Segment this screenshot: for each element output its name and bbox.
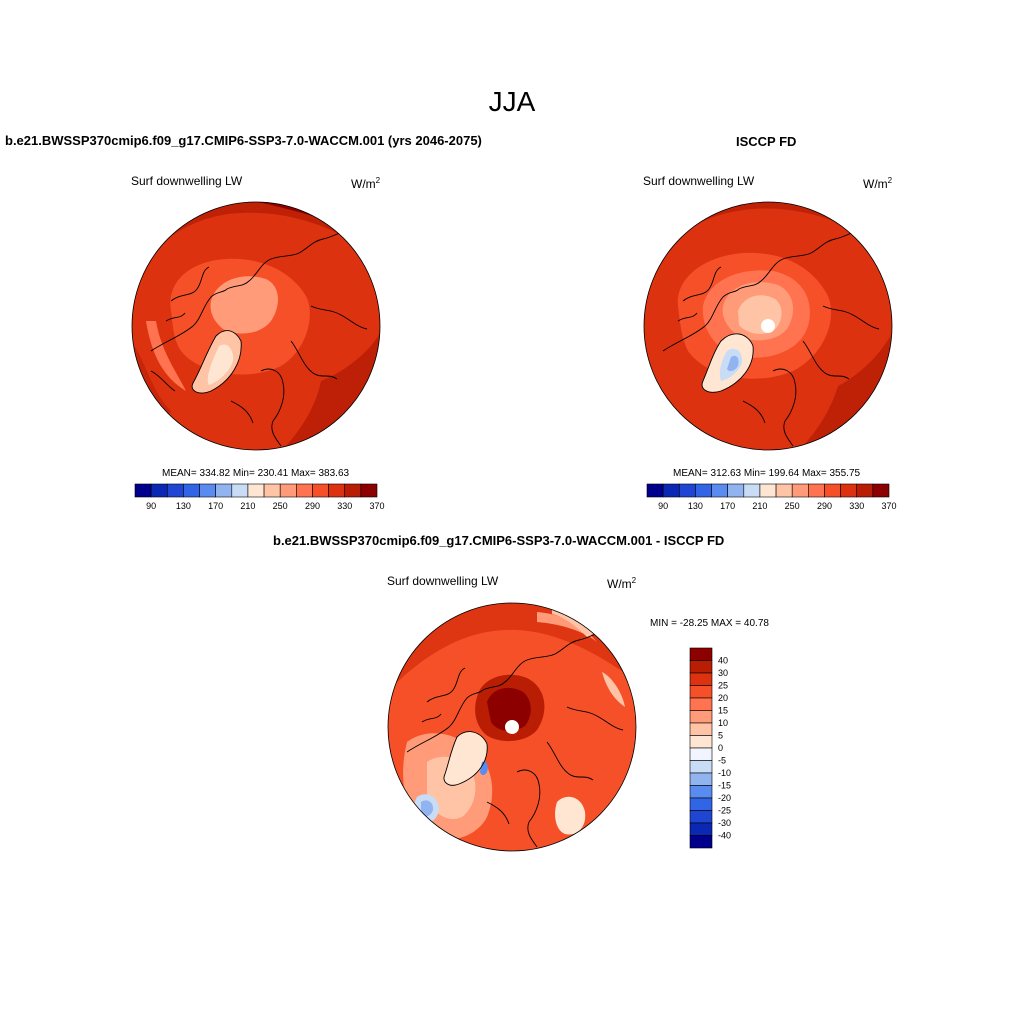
model-colorbar-box xyxy=(231,483,249,498)
diff-colorbar-tick-label: -5 xyxy=(718,756,726,766)
diff-colorbar-box xyxy=(689,785,713,799)
diff-colorbar-box xyxy=(689,672,713,686)
obs-colorbar-box xyxy=(759,483,777,498)
diff-colorbar-tick-label: -15 xyxy=(718,781,731,791)
model-panel-title: b.e21.BWSSP370cmip6.f09_g17.CMIP6-SSP3-7… xyxy=(5,133,482,148)
diff-colorbar-tick-label: 10 xyxy=(718,718,728,728)
diff-colorbar-box xyxy=(689,647,713,661)
obs-colorbar-box xyxy=(678,483,696,498)
diff-colorbar-box xyxy=(689,685,713,699)
diff-colorbar-box xyxy=(689,660,713,674)
model-colorbar-box xyxy=(263,483,281,498)
diff-panel-title: b.e21.BWSSP370cmip6.f09_g17.CMIP6-SSP3-7… xyxy=(273,533,725,548)
obs-stats-text: MEAN= 312.63 Min= 199.64 Max= 355.75 xyxy=(673,468,861,479)
model-colorbar-box xyxy=(166,483,184,498)
model-colorbar-tick-label: 250 xyxy=(273,501,288,511)
obs-colorbar-tick-label: 170 xyxy=(720,501,735,511)
diff-colorbar-box xyxy=(689,735,713,749)
diff-colorbar-box xyxy=(689,822,713,836)
model-colorbar-box xyxy=(199,483,216,498)
diff-variable-label: Surf downwelling LW xyxy=(387,574,499,588)
obs-variable-label: Surf downwelling LW xyxy=(643,174,755,188)
obs-colorbar-tick-label: 250 xyxy=(785,501,800,511)
obs-colorbar-tick-label: 330 xyxy=(849,501,864,511)
diff-colorbar-box xyxy=(689,835,713,849)
diff-colorbar-tick-label: 25 xyxy=(718,681,728,691)
diff-colorbar-tick-label: 30 xyxy=(718,668,728,678)
obs-colorbar-tick-label: 290 xyxy=(817,501,832,511)
model-colorbar-tick-label: 90 xyxy=(146,501,156,511)
model-colorbar-box xyxy=(296,483,313,498)
model-colorbar-box xyxy=(312,483,329,498)
diff-colorbar-box xyxy=(689,747,713,761)
diff-colorbar-tick-label: -10 xyxy=(718,768,731,778)
obs-colorbar-box xyxy=(808,483,825,498)
diff-colorbar-tick-label: -20 xyxy=(718,793,731,803)
diff-stats-text: MIN = -28.25 MAX = 40.78 xyxy=(650,618,769,629)
model-colorbar-tick-label: 330 xyxy=(337,501,352,511)
diff-colorbar-tick-label: -25 xyxy=(718,806,731,816)
model-colorbar-box xyxy=(183,483,200,498)
model-colorbar-box xyxy=(215,483,233,498)
diff-colorbar-box xyxy=(689,722,713,736)
obs-colorbar-box xyxy=(775,483,793,498)
obs-colorbar-tick-label: 370 xyxy=(881,501,896,511)
obs-colorbar-box xyxy=(840,483,858,498)
obs-polar-map xyxy=(643,201,893,451)
diff-colorbar-box xyxy=(689,710,713,724)
obs-panel-title: ISCCP FD xyxy=(736,134,797,149)
diff-colorbar-box xyxy=(689,697,713,711)
obs-colorbar-box xyxy=(872,483,890,498)
obs-colorbar-box xyxy=(743,483,761,498)
model-variable-label: Surf downwelling LW xyxy=(131,174,243,188)
obs-colorbar-box xyxy=(662,483,680,498)
diff-colorbar: 40 30 25 20 15 10 5 0 -5 -10 -15 -20 -25 -30 -40 xyxy=(689,647,731,849)
model-colorbar-tick-label: 130 xyxy=(176,501,191,511)
obs-colorbar-tick-label: 210 xyxy=(752,501,767,511)
diff-colorbar-tick-label: 5 xyxy=(718,731,723,741)
diff-polar-map xyxy=(387,602,637,852)
model-polar-map xyxy=(131,201,381,451)
diff-colorbar-tick-label: -30 xyxy=(718,818,731,828)
model-colorbar-box xyxy=(247,483,265,498)
model-colorbar-tick-label: 370 xyxy=(369,501,384,511)
obs-colorbar: 90 130 170 210 250 290 330 370 xyxy=(646,483,897,511)
model-colorbar-box xyxy=(360,483,378,498)
diff-colorbar-tick-label: 20 xyxy=(718,693,728,703)
model-colorbar-box xyxy=(328,483,346,498)
model-colorbar: 90 130 170 210 250 290 330 370 xyxy=(134,483,385,511)
model-colorbar-box xyxy=(344,483,362,498)
model-colorbar-box xyxy=(150,483,168,498)
model-colorbar-tick-label: 170 xyxy=(208,501,223,511)
diff-colorbar-box xyxy=(689,810,713,824)
obs-colorbar-box xyxy=(695,483,712,498)
model-stats-text: MEAN= 334.82 Min= 230.41 Max= 383.63 xyxy=(162,468,350,479)
obs-colorbar-tick-label: 130 xyxy=(688,501,703,511)
obs-colorbar-tick-label: 90 xyxy=(658,501,668,511)
diff-colorbar-box xyxy=(689,772,713,786)
obs-colorbar-box xyxy=(856,483,874,498)
obs-colorbar-box xyxy=(711,483,728,498)
diff-colorbar-tick-label: 15 xyxy=(718,706,728,716)
model-colorbar-tick-label: 290 xyxy=(305,501,320,511)
model-units: W/m2 xyxy=(351,176,381,191)
diff-colorbar-box xyxy=(689,760,713,774)
obs-colorbar-box xyxy=(727,483,745,498)
diff-colorbar-tick-label: 0 xyxy=(718,743,723,753)
obs-units: W/m2 xyxy=(863,176,893,191)
diff-colorbar-tick-label: 40 xyxy=(718,656,728,666)
figure-title: JJA xyxy=(488,86,536,117)
model-colorbar-box xyxy=(279,483,297,498)
obs-colorbar-box xyxy=(824,483,841,498)
diff-units: W/m2 xyxy=(607,576,637,591)
model-colorbar-box xyxy=(134,483,152,498)
diff-colorbar-box xyxy=(689,797,713,811)
obs-colorbar-box xyxy=(791,483,809,498)
obs-colorbar-box xyxy=(646,483,664,498)
model-colorbar-tick-label: 210 xyxy=(240,501,255,511)
diff-colorbar-tick-label: -40 xyxy=(718,831,731,841)
